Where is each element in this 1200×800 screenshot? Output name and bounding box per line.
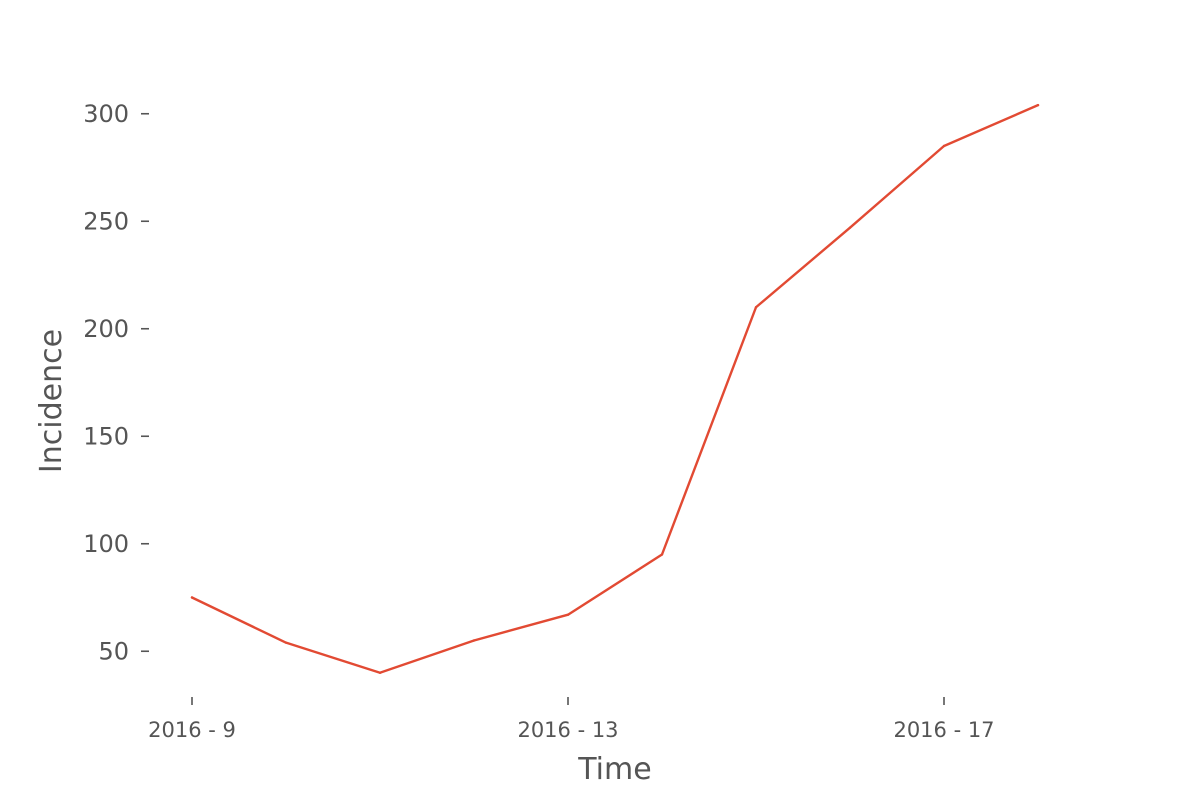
x-tick-label: 2016 - 9 xyxy=(148,718,236,742)
data-point xyxy=(190,596,194,599)
y-tick-label: 300 xyxy=(83,100,129,128)
series-layer xyxy=(190,103,1040,674)
x-axis-title: Time xyxy=(577,752,651,787)
data-point xyxy=(378,671,382,674)
y-tick-label: 100 xyxy=(83,530,129,558)
data-point xyxy=(284,641,288,644)
y-tick-label: 50 xyxy=(98,637,129,665)
y-tick-label: 250 xyxy=(83,207,129,235)
y-axis-title: Incidence xyxy=(34,329,69,473)
data-point xyxy=(472,639,476,642)
data-point xyxy=(942,144,946,148)
data-point xyxy=(848,226,852,229)
data-point xyxy=(754,306,758,309)
data-point xyxy=(566,613,570,616)
x-tick-label: 2016 - 13 xyxy=(517,718,618,742)
y-tick-label: 200 xyxy=(83,315,129,343)
data-point xyxy=(1036,103,1040,107)
x-tick-label: 2016 - 17 xyxy=(893,718,994,742)
y-tick-label: 150 xyxy=(83,422,129,450)
data-point xyxy=(660,553,664,556)
series-line xyxy=(190,103,1040,674)
y-axis: 50 100 150 200 250 300 xyxy=(83,100,149,665)
x-axis: 2016 - 9 2016 - 13 2016 - 17 xyxy=(148,697,995,742)
